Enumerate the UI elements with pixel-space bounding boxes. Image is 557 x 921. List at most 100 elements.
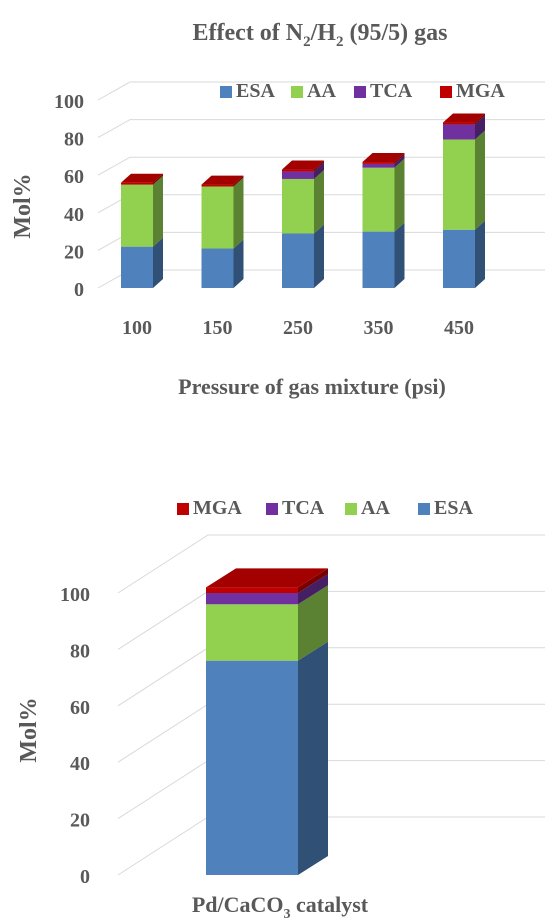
gridline bbox=[97, 119, 545, 139]
bar-esa-front bbox=[201, 248, 234, 288]
chart-2-y-axis-label: Mol% bbox=[16, 697, 42, 762]
chart-1-legend: ESA AA TCA MGA bbox=[220, 80, 505, 102]
bar-esa-side bbox=[298, 641, 328, 875]
bar-tca-front bbox=[206, 593, 298, 605]
bar-tca-side bbox=[475, 115, 485, 140]
bar-mga-side bbox=[475, 113, 485, 125]
bar-esa-side bbox=[233, 239, 244, 288]
legend-swatch-tca bbox=[266, 503, 278, 515]
bar-esa-front bbox=[362, 231, 395, 288]
bar-aa-front bbox=[282, 178, 314, 234]
gridline bbox=[117, 534, 545, 594]
bar-aa-side bbox=[233, 177, 244, 249]
y-tick-label: 80 bbox=[64, 129, 84, 151]
y-tick-label: 60 bbox=[64, 166, 84, 188]
bar-esa-side bbox=[314, 224, 324, 288]
bar-mga-front bbox=[443, 122, 475, 125]
bar-mga-side bbox=[233, 175, 244, 187]
x-tick-label: 350 bbox=[364, 317, 394, 339]
legend-swatch-aa bbox=[345, 503, 357, 515]
bar-aa-side bbox=[298, 585, 328, 661]
legend-swatch-tca bbox=[354, 86, 366, 98]
legend-swatch-esa bbox=[418, 503, 430, 515]
y-tick-label: 80 bbox=[70, 640, 90, 662]
y-tick-label: 40 bbox=[64, 204, 84, 226]
x-tick-label: 150 bbox=[203, 317, 233, 339]
chart-2-y-ticks: 0 20 40 60 80 100 bbox=[60, 584, 90, 888]
bar-esa-front bbox=[121, 246, 153, 288]
chart-1-bars bbox=[121, 113, 485, 288]
bar-mga-side bbox=[298, 568, 328, 593]
y-tick-label: 40 bbox=[70, 753, 90, 775]
bar-mga-front bbox=[201, 184, 234, 187]
bar-top-face bbox=[362, 153, 405, 163]
chart-1-title: Effect of N2/H2 (95/5) gas bbox=[193, 20, 448, 50]
x-tick-label: 250 bbox=[283, 317, 313, 339]
chart-2-bars bbox=[206, 568, 328, 875]
x-tick-label: 100 bbox=[122, 317, 152, 339]
chart-1-x-axis-label: Pressure of gas mixture (psi) bbox=[178, 374, 446, 399]
legend-label-mga: MGA bbox=[456, 80, 505, 102]
bar-tca-front bbox=[443, 124, 475, 140]
bar-tca-front bbox=[362, 163, 395, 168]
gridline bbox=[117, 760, 545, 820]
bar-esa-side bbox=[153, 237, 163, 288]
bar-tca-side bbox=[314, 162, 324, 179]
legend-label-mga: MGA bbox=[193, 497, 242, 519]
bar-top-face bbox=[282, 160, 324, 170]
gridline bbox=[117, 647, 545, 707]
legend-swatch-mga bbox=[177, 503, 189, 515]
bar-tca-side bbox=[298, 574, 328, 605]
x-tick-label: 450 bbox=[444, 317, 474, 339]
bar-top-face bbox=[201, 175, 244, 185]
chart-2-legend: MGA TCA AA ESA bbox=[177, 497, 473, 519]
bar-esa-front bbox=[443, 229, 475, 288]
bar-mga-front bbox=[362, 162, 395, 164]
chart-2-x-axis-label: Pd/CaCO3 catalyst bbox=[192, 892, 369, 921]
chart-1-x-ticks: 100 150 250 350 450 bbox=[122, 317, 474, 339]
y-tick-label: 20 bbox=[70, 810, 90, 832]
bar-aa-side bbox=[153, 175, 163, 247]
legend-label-esa: ESA bbox=[434, 497, 473, 519]
gridline bbox=[117, 590, 545, 650]
legend-swatch-esa bbox=[220, 86, 232, 98]
gridline bbox=[117, 703, 545, 763]
bar-aa-front bbox=[443, 139, 475, 230]
bar-aa-front bbox=[201, 186, 234, 249]
bar-tca-front bbox=[282, 171, 314, 179]
legend-swatch-mga bbox=[440, 86, 452, 98]
gridline bbox=[97, 81, 545, 101]
bar-top-face bbox=[121, 173, 163, 183]
bar-esa-side bbox=[475, 220, 485, 288]
bar-mga-side bbox=[153, 173, 163, 185]
bar-aa-side bbox=[394, 158, 405, 232]
bar-mga-front bbox=[206, 587, 298, 593]
legend-label-aa: AA bbox=[361, 497, 390, 519]
bar-aa-front bbox=[362, 167, 395, 232]
chart-2: MGA TCA AA ESA 0 20 40 60 80 100 Mol% Pd/CaCO3 c… bbox=[16, 497, 545, 921]
chart-1-y-ticks: 0 20 40 60 80 100 bbox=[54, 91, 84, 301]
bar-esa-front bbox=[206, 660, 298, 875]
y-tick-label: 0 bbox=[80, 866, 90, 888]
chart-1-y-axis-label: Mol% bbox=[10, 173, 36, 238]
chart-1: Effect of N2/H2 (95/5) gas 0 20 40 60 80 100 … bbox=[10, 20, 545, 399]
legend-label-tca: TCA bbox=[370, 80, 413, 102]
y-tick-label: 100 bbox=[60, 584, 90, 606]
gridline bbox=[97, 156, 545, 176]
chart-2-gridlines bbox=[117, 534, 545, 876]
legend-label-tca: TCA bbox=[282, 497, 325, 519]
bar-top-face bbox=[443, 113, 485, 123]
bar-mga-side bbox=[394, 153, 405, 164]
legend-label-esa: ESA bbox=[236, 80, 275, 102]
gridline bbox=[117, 816, 545, 876]
bar-mga-side bbox=[314, 160, 324, 172]
y-tick-label: 100 bbox=[54, 91, 84, 113]
bar-esa-front bbox=[282, 233, 314, 288]
bar-tca-side bbox=[394, 154, 405, 168]
bar-aa-front bbox=[206, 604, 298, 661]
bar-aa-front bbox=[121, 184, 153, 247]
legend-swatch-aa bbox=[291, 86, 303, 98]
bar-aa-side bbox=[314, 169, 324, 234]
legend-label-aa: AA bbox=[307, 80, 336, 102]
